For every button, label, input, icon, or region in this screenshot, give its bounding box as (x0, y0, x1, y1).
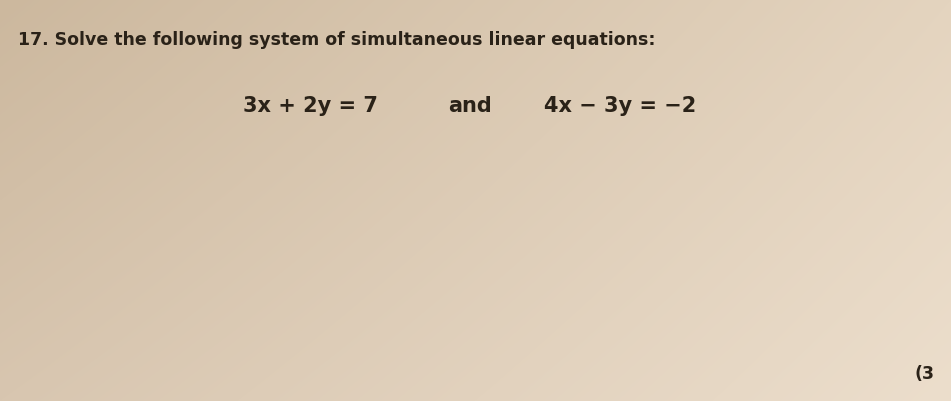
Text: 17. Solve the following system of simultaneous linear equations:: 17. Solve the following system of simult… (18, 31, 655, 49)
Text: 3x + 2y = 7: 3x + 2y = 7 (243, 96, 378, 116)
Text: 4x − 3y = −2: 4x − 3y = −2 (544, 96, 696, 116)
Text: and: and (448, 96, 492, 116)
Text: (3: (3 (915, 365, 935, 383)
